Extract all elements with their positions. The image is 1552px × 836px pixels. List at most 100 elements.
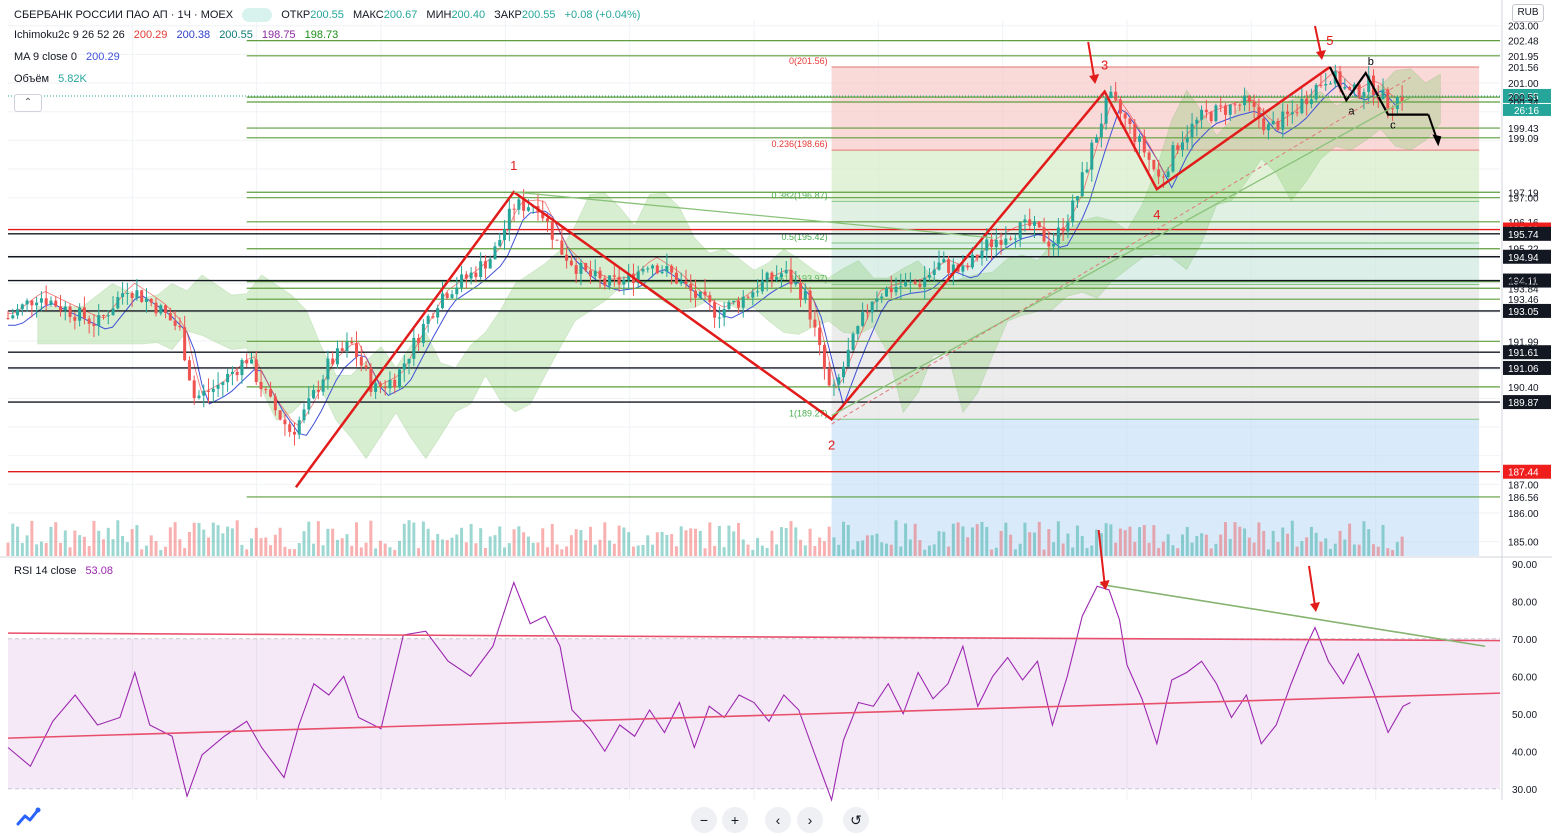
volume-bar <box>173 522 177 556</box>
candle-body <box>1032 221 1036 226</box>
candle-body <box>1362 92 1366 98</box>
candle-body <box>884 288 888 297</box>
candle-body <box>1099 123 1103 138</box>
volume-bar <box>240 544 244 556</box>
ma-legend[interactable]: MA 9 close 0 200.29 <box>14 51 126 63</box>
volume-bar <box>54 522 58 556</box>
candle-body <box>1290 112 1294 115</box>
candle-body <box>808 290 812 320</box>
volume-bar <box>35 544 39 556</box>
volume-bar <box>1013 549 1017 556</box>
price-axis-tick: 187.44 <box>1508 468 1539 479</box>
zoom-out-button[interactable]: − <box>691 807 717 833</box>
volume-bar <box>588 526 592 556</box>
candle-body <box>288 424 292 432</box>
volume-bar <box>269 545 273 556</box>
candle-body <box>202 390 206 396</box>
legend-toggle-icon[interactable] <box>242 8 273 22</box>
volume-value: 5.82K <box>58 73 87 85</box>
candle-body <box>1090 142 1094 170</box>
volume-bar <box>932 544 936 556</box>
volume-bar <box>684 530 688 556</box>
candle-body <box>880 296 884 299</box>
candle-body <box>345 342 349 351</box>
candle-body <box>1133 123 1137 142</box>
volume-bar <box>703 548 707 556</box>
volume-bar <box>779 527 783 556</box>
volume-bar <box>178 539 182 556</box>
candle-body <box>985 239 989 251</box>
candle-body <box>316 389 320 392</box>
volume-bar <box>770 530 774 556</box>
candle-body <box>1176 145 1180 151</box>
candle-body <box>1190 123 1194 138</box>
volume-bar <box>111 539 115 556</box>
candle-body <box>407 358 411 364</box>
volume-bar <box>727 525 731 556</box>
volume-bar <box>321 545 325 556</box>
candle-body <box>550 221 554 240</box>
close-value: 200.55 <box>521 8 556 21</box>
volume-bar <box>292 549 296 556</box>
volume-bar <box>1152 525 1156 556</box>
candle-body <box>1056 227 1060 245</box>
scroll-right-button[interactable]: › <box>797 807 823 833</box>
elliott-wave-line <box>294 65 1331 488</box>
candle-body <box>541 212 545 219</box>
volume-bar <box>927 545 931 556</box>
candle-body <box>140 290 144 302</box>
scroll-left-button[interactable]: ‹ <box>765 807 791 833</box>
candle-body <box>1400 97 1404 102</box>
ichimoku-legend[interactable]: Ichimoku2c 9 26 52 26 200.29 200.38 200.… <box>14 29 344 41</box>
candle-body <box>603 278 607 286</box>
volume-bar <box>660 531 664 556</box>
candle-body <box>1262 118 1266 131</box>
candle-body <box>1271 120 1275 125</box>
fib-zone <box>831 150 1480 202</box>
volume-bar <box>407 520 411 556</box>
volume-bar <box>918 540 922 556</box>
candle-body <box>1300 98 1304 114</box>
candle-body <box>240 360 244 376</box>
wave5-arrow <box>1313 25 1322 55</box>
tradingview-logo-icon[interactable] <box>16 806 42 828</box>
candle-body <box>493 246 497 260</box>
low-label: МИН <box>426 8 452 21</box>
candle-body <box>684 281 688 285</box>
volume-bar <box>445 540 449 556</box>
candle-body <box>937 262 941 270</box>
candle-body <box>101 314 105 316</box>
rsi-legend[interactable]: RSI 14 close 53.08 <box>14 565 119 577</box>
reset-chart-button[interactable]: ↺ <box>843 807 869 833</box>
candle-body <box>92 323 96 327</box>
wave-label-5: 5 <box>1326 33 1333 48</box>
zoom-in-button[interactable]: + <box>722 807 748 833</box>
rsi-axis-tick: 60.00 <box>1512 672 1537 683</box>
rsi-value: 53.08 <box>85 565 113 577</box>
candle-body <box>975 254 979 259</box>
candle-body <box>827 368 831 386</box>
rsi-line <box>7 580 1411 803</box>
collapse-legend-button[interactable]: ⌃ <box>14 94 42 112</box>
candle-body <box>183 327 187 361</box>
price-axis-tick: 200.51 <box>1508 93 1539 104</box>
volume-bar <box>340 538 344 556</box>
candle-body <box>1185 137 1189 143</box>
volume-bar <box>1190 542 1194 556</box>
volume-legend[interactable]: Объём 5.82K <box>14 73 93 85</box>
volume-bar <box>59 542 63 556</box>
candle-body <box>722 309 726 318</box>
currency-badge[interactable]: RUB <box>1512 4 1544 22</box>
candle-body <box>254 359 258 383</box>
volume-bar <box>192 522 196 556</box>
candle-body <box>383 386 387 389</box>
price-axis-tick: 201.95 <box>1508 52 1539 63</box>
price-axis-tick: 197.00 <box>1508 194 1539 205</box>
price-axis-badge <box>1503 226 1551 241</box>
candle-body <box>1391 108 1395 110</box>
symbol-header: СБЕРБАНК РОССИИ ПАО АП · 1Ч · MOEX ОТКР2… <box>14 8 646 22</box>
rsi-axis-tick: 70.00 <box>1512 635 1537 646</box>
volume-bar <box>975 524 979 556</box>
candle-body <box>1367 75 1371 93</box>
